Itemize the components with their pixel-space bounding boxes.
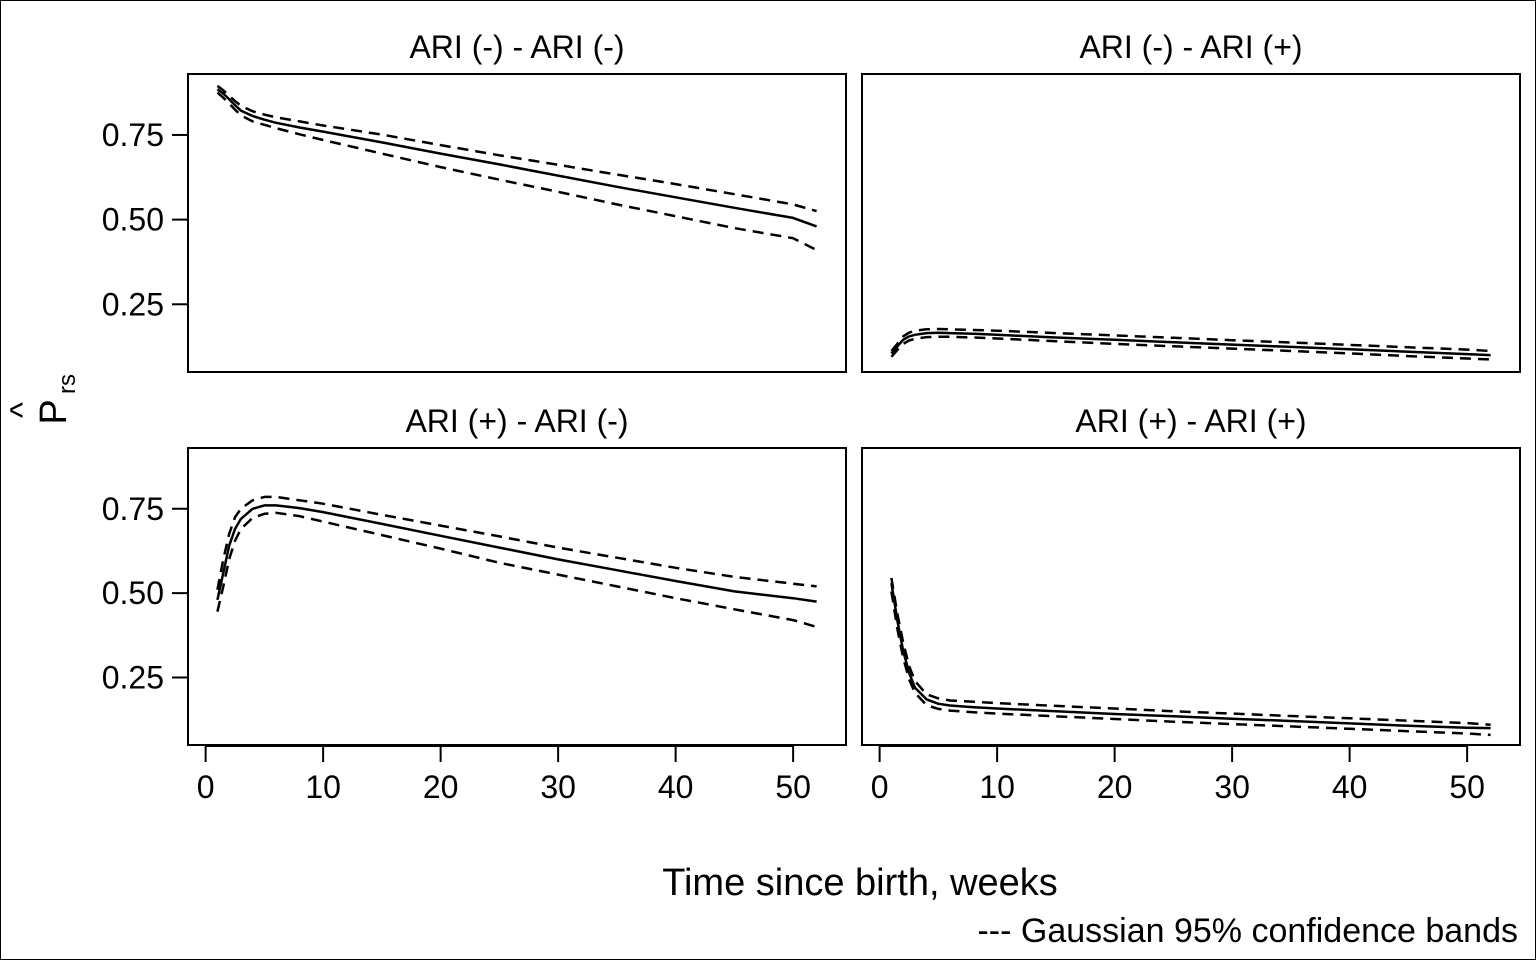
confidence-band-line-1 bbox=[216, 84, 817, 213]
panel-title: ARI (+) - ARI (+) bbox=[1075, 403, 1306, 439]
y-axis-label-subscript: rs bbox=[54, 374, 81, 394]
confidence-band-line-2 bbox=[890, 591, 1491, 737]
x-tick-label: 0 bbox=[871, 769, 889, 805]
y-tick-label: 0.25 bbox=[102, 660, 164, 696]
x-tick-label: 40 bbox=[658, 769, 694, 805]
confidence-band-line-2 bbox=[216, 511, 817, 629]
estimate-line bbox=[890, 331, 1491, 357]
x-axis-label: Time since birth, weeks bbox=[662, 862, 1058, 904]
panel-title: ARI (-) - ARI (-) bbox=[409, 29, 624, 65]
y-tick-label: 0.75 bbox=[102, 491, 164, 527]
estimate-line bbox=[216, 88, 818, 228]
x-tick-label: 50 bbox=[1449, 769, 1485, 805]
panel-frame bbox=[187, 73, 847, 373]
y-tick-label: 0.50 bbox=[102, 575, 164, 611]
x-tick-label: 40 bbox=[1332, 769, 1368, 805]
y-tick-label: 0.50 bbox=[102, 202, 164, 238]
confidence-band-line-1 bbox=[216, 495, 817, 591]
panel-frame bbox=[187, 447, 847, 746]
panel-title: ARI (+) - ARI (-) bbox=[405, 403, 628, 439]
panel-frame bbox=[861, 447, 1521, 746]
x-tick-label: 50 bbox=[775, 769, 811, 805]
panel-title: ARI (-) - ARI (+) bbox=[1079, 29, 1302, 65]
y-axis-label-hat: ^ bbox=[4, 402, 42, 418]
panel-2: ARI (-) - ARI (+) bbox=[861, 29, 1521, 373]
x-tick-label: 30 bbox=[540, 769, 576, 805]
x-tick-label: 20 bbox=[423, 769, 459, 805]
x-tick-label: 10 bbox=[979, 769, 1015, 805]
x-tick-label: 10 bbox=[305, 769, 341, 805]
y-tick-label: 0.25 bbox=[102, 286, 164, 322]
estimate-line bbox=[216, 504, 817, 603]
x-tick-label: 0 bbox=[197, 769, 215, 805]
y-tick-label: 0.75 bbox=[102, 117, 164, 153]
panel-3: ARI (+) - ARI (-) 0.25 0.50 0.75 0 10 20 30 40 50 bbox=[102, 403, 847, 805]
panel-frame bbox=[861, 73, 1521, 373]
confidence-band-line-1 bbox=[890, 577, 1491, 727]
confidence-band-line-1 bbox=[890, 327, 1491, 353]
confidence-band-note: --- Gaussian 95% confidence bands bbox=[977, 912, 1518, 950]
panel-1: ARI (-) - ARI (-) 0.25 0.50 0.75 bbox=[102, 29, 847, 373]
estimate-line bbox=[890, 582, 1491, 730]
confidence-band-line-2 bbox=[890, 335, 1491, 361]
y-axis-label: P ^ rs bbox=[4, 374, 81, 425]
y-axis-label-main: P bbox=[33, 399, 75, 424]
x-tick-label: 30 bbox=[1214, 769, 1250, 805]
panel-4: ARI (+) - ARI (+) 0 10 20 30 40 50 bbox=[861, 403, 1521, 805]
confidence-band-line-2 bbox=[216, 91, 818, 252]
x-tick-label: 20 bbox=[1097, 769, 1133, 805]
